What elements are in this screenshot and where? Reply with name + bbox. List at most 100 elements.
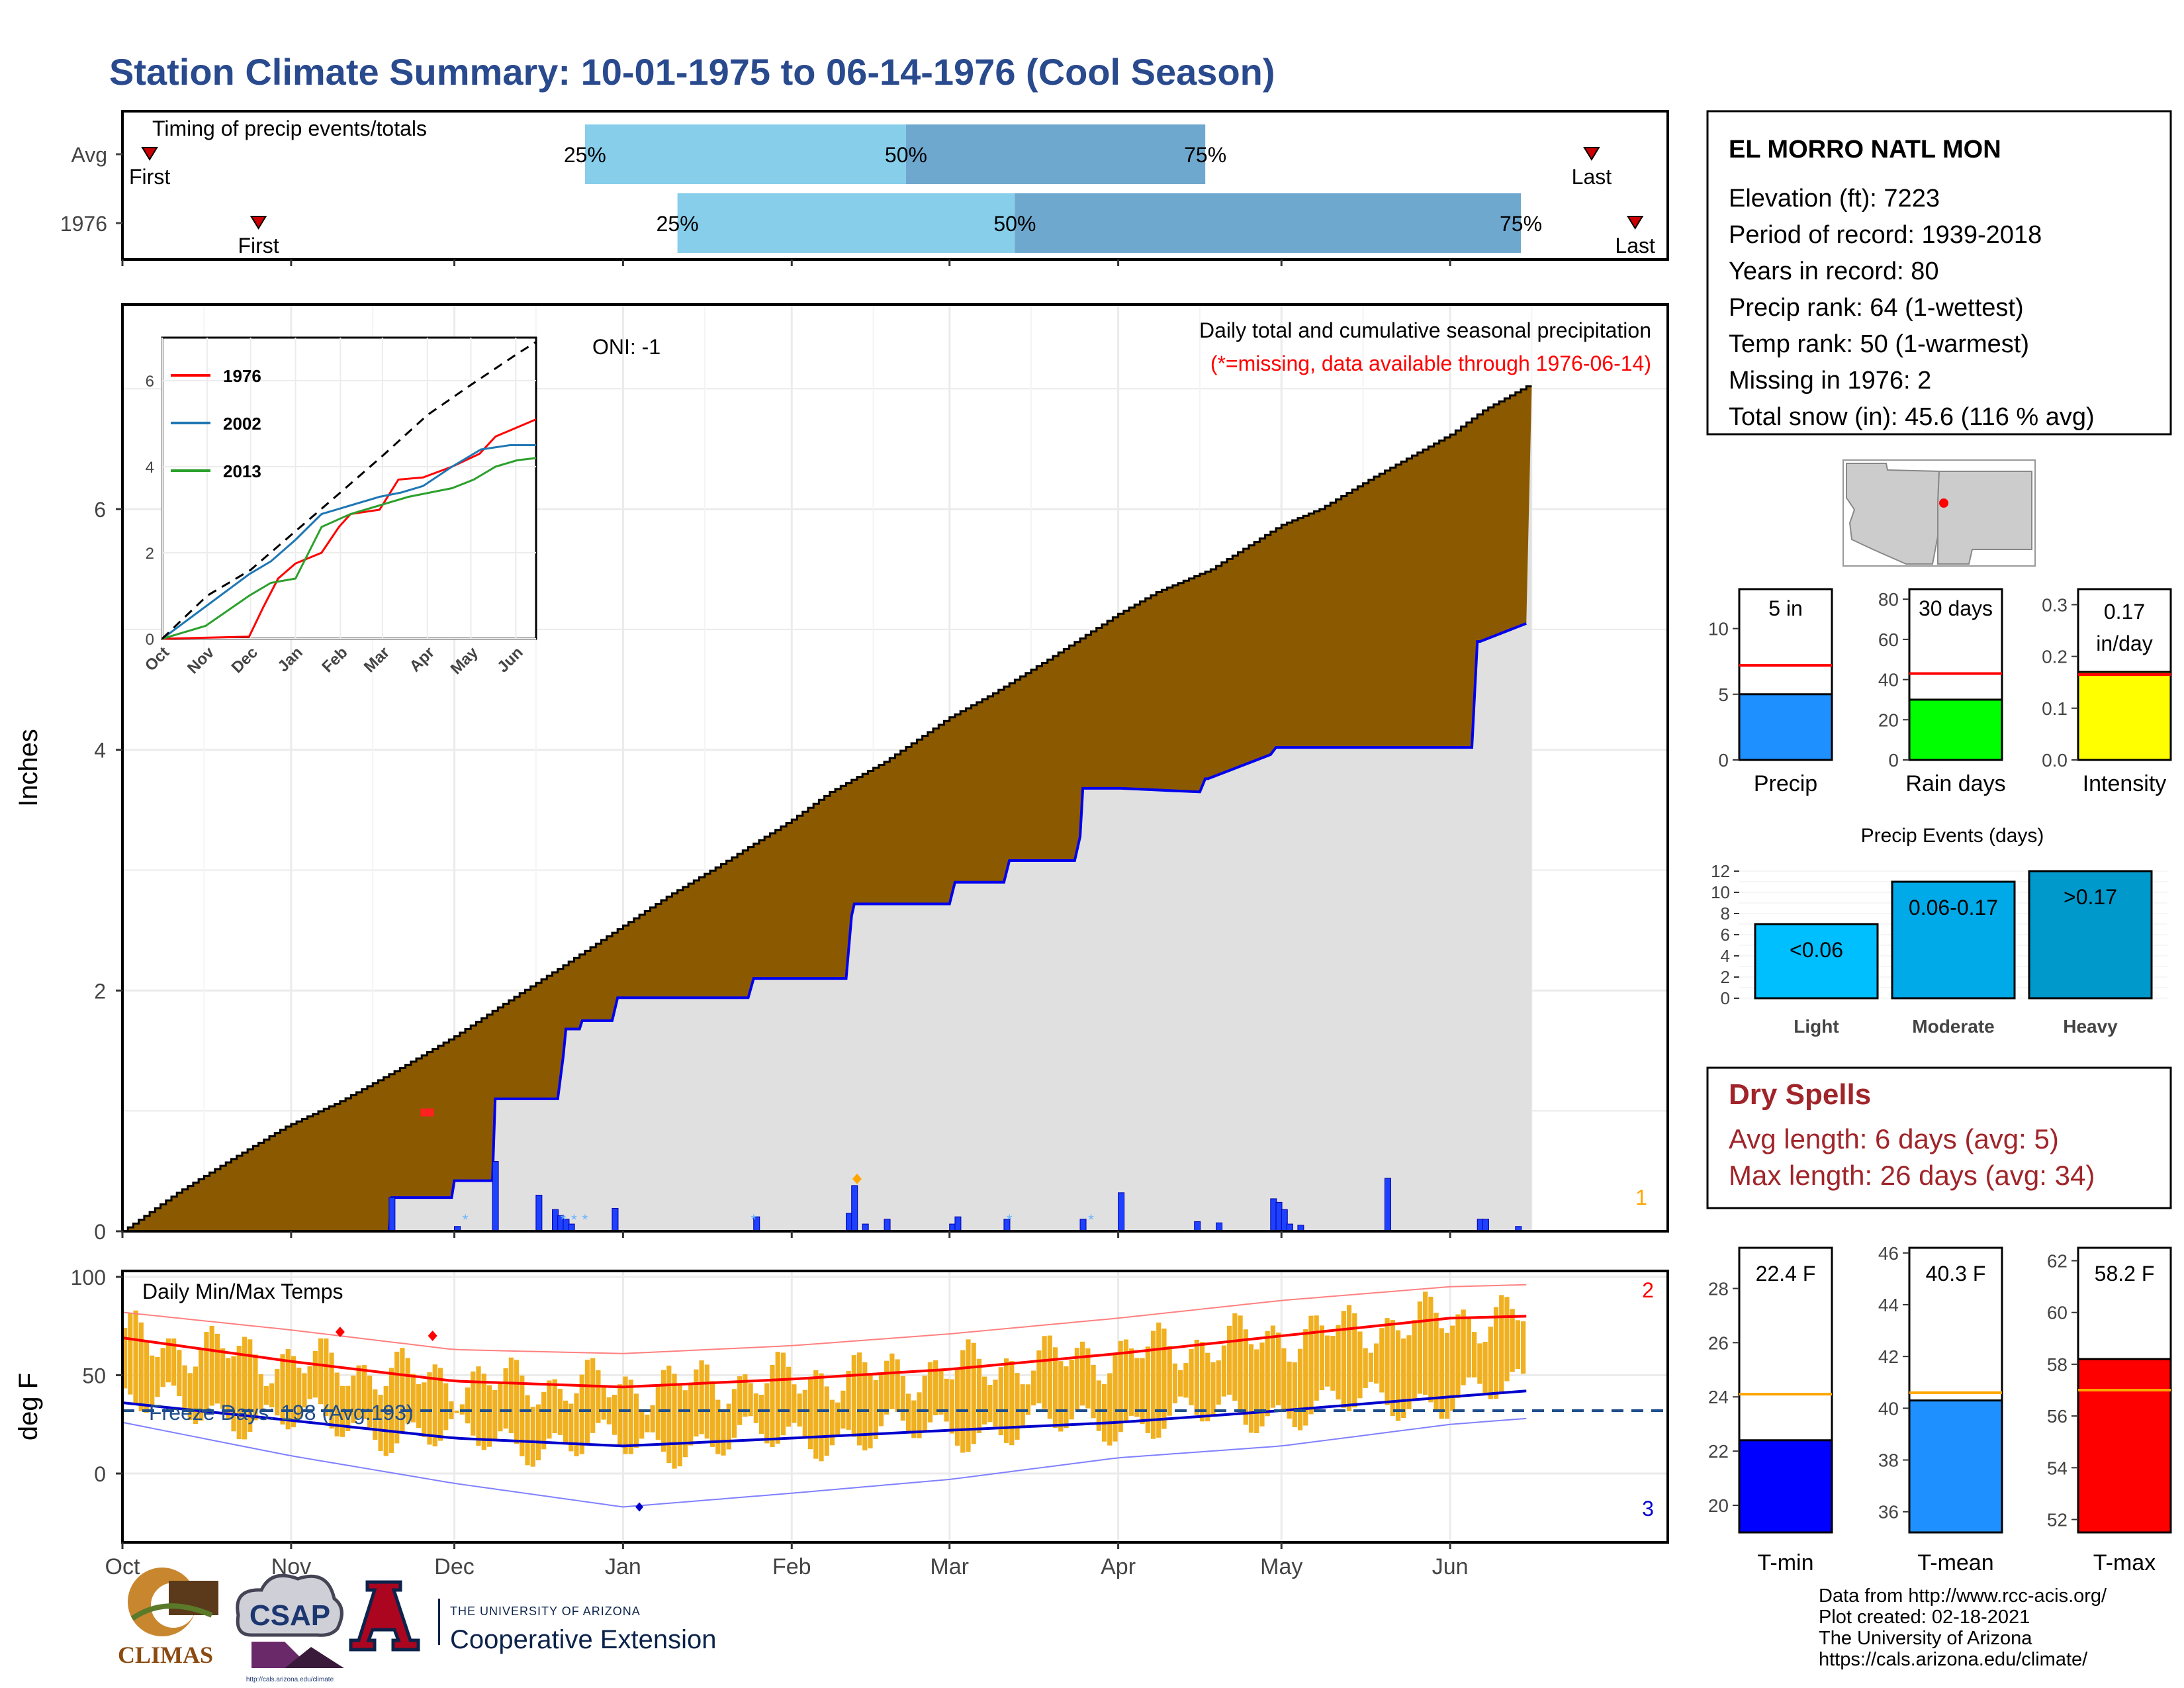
record-high-marker [335, 1327, 345, 1338]
daily-temp-bar [584, 1360, 590, 1446]
daily-temp-bar [1238, 1315, 1243, 1413]
daily-temp-bar [427, 1372, 432, 1445]
arizona-shape [1846, 463, 1940, 565]
daily-temp-bar [552, 1379, 557, 1434]
daily-precip-bar [846, 1213, 853, 1232]
temp-summary-y-tick-label: 28 [1708, 1278, 1729, 1299]
daily-temp-bar [1042, 1336, 1047, 1409]
daily-precip-bar [1079, 1219, 1087, 1232]
month-label: Oct [105, 1554, 140, 1579]
timing-marker [1626, 216, 1644, 230]
daily-temp-bar [846, 1370, 851, 1430]
daily-temp-bar [351, 1376, 356, 1423]
daily-temp-bar [138, 1322, 144, 1412]
events-bar [1754, 923, 1879, 1000]
daily-temp-bar [416, 1383, 422, 1429]
summary-bar [1908, 698, 2003, 761]
daily-temp-bar [383, 1385, 388, 1456]
oni-label: ONI: -1 [592, 335, 660, 359]
daily-temp-bar [715, 1399, 721, 1454]
daily-temp-bar [199, 1349, 204, 1421]
daily-precip-bar [612, 1207, 619, 1232]
timing-marker [250, 216, 267, 230]
daily-temp-bar [285, 1348, 291, 1430]
daily-temp-bar [737, 1376, 743, 1425]
daily-temp-bar [954, 1367, 960, 1446]
daily-temp-bar [291, 1356, 296, 1428]
timing-marker-label: First [129, 165, 170, 189]
climas-logo-text: CLIMAS [118, 1642, 213, 1668]
daily-temp-bar [410, 1374, 416, 1423]
daily-temp-bar [569, 1403, 574, 1452]
daily-temp-bar [694, 1369, 699, 1437]
daily-temp-bar [1064, 1366, 1069, 1429]
station-line: Years in record: 80 [1729, 258, 1939, 285]
daily-temp-bar [248, 1339, 253, 1432]
events-y-tick-label: 6 [1721, 925, 1730, 945]
daily-temp-bar [1015, 1373, 1020, 1440]
daily-temp-bar [1379, 1328, 1385, 1393]
daily-temp-bar [1374, 1343, 1379, 1384]
events-category: Heavy [2063, 1016, 2118, 1037]
precip-summary-bars: 0 5 10 5 in Precip 0 20 40 60 80 30 days Rain days 0… [1708, 588, 2172, 796]
daily-temp-bar [1025, 1384, 1031, 1415]
daily-temp-bar [672, 1374, 677, 1469]
station-line: Period of record: 1939-2018 [1729, 221, 2042, 249]
daily-temp-bar [1510, 1309, 1515, 1372]
inset-series-line [161, 444, 536, 640]
daily-temp-bar [802, 1389, 807, 1437]
daily-temp-bar [884, 1360, 889, 1415]
daily-temp-bar [786, 1366, 792, 1427]
daily-temp-bar [492, 1389, 498, 1439]
daily-temp-bar [1352, 1313, 1357, 1408]
temp-summary-y-tick-label: 24 [1708, 1387, 1729, 1407]
temp-summary-y-tick-label: 38 [1878, 1450, 1899, 1471]
page-title: Station Climate Summary: 10-01-1975 to 0… [109, 51, 1275, 93]
daily-precip-bar [552, 1209, 559, 1232]
daily-temp-bar [280, 1354, 285, 1425]
daily-temp-bar [324, 1338, 329, 1417]
daily-temp-bar [1390, 1320, 1395, 1417]
inset-y-tick-label: 2 [146, 545, 154, 563]
daily-temp-bar [949, 1379, 954, 1434]
precip-y-tick-label: 6 [94, 498, 106, 522]
avg-max-line [122, 1315, 1527, 1389]
timing-marker-label: First [238, 234, 279, 258]
daily-temp-bar [302, 1373, 307, 1408]
daily-temp-bar [753, 1393, 758, 1423]
daily-temp-bar [666, 1366, 672, 1464]
temperature-summary-bars: 20 22 24 26 28 22.4 F T-min 36 38 40 42 44 46 40.3 F T… [1708, 1243, 2172, 1575]
daily-temp-bar [1412, 1320, 1417, 1400]
daily-temp-bar [535, 1404, 541, 1461]
daily-temp-bar [743, 1374, 748, 1417]
daily-temp-bar [905, 1393, 911, 1431]
temp-summary-y-tick-label: 36 [1878, 1502, 1899, 1523]
daily-temp-bar [726, 1403, 731, 1450]
temp-y-tick-label: 50 [82, 1364, 106, 1387]
daily-temp-bar [1210, 1362, 1216, 1415]
daily-temp-bar [835, 1402, 841, 1435]
daily-temp-bar [508, 1357, 514, 1434]
temp-summary-category: T-mean [1917, 1550, 1993, 1575]
record-low-marker [635, 1502, 644, 1512]
daily-temp-bar [356, 1365, 361, 1418]
timing-p75-label: 75% [1184, 143, 1226, 167]
daily-temp-bar [275, 1369, 280, 1416]
daily-temp-bar [1096, 1380, 1101, 1431]
daily-temp-bar [976, 1358, 982, 1433]
daily-temp-bar [895, 1359, 900, 1412]
station-line: Missing in 1976: 2 [1729, 367, 1931, 395]
daily-temp-bar [868, 1375, 873, 1449]
daily-temp-bar [312, 1350, 318, 1398]
summary-bar [2077, 671, 2172, 761]
precip-year-fill [122, 623, 1527, 1231]
temp-summary-bar [1738, 1439, 1833, 1534]
temp-title: Daily Min/Max Temps [142, 1280, 343, 1303]
inset-y-tick-label: 6 [146, 373, 154, 391]
daily-temp-bar [236, 1345, 242, 1440]
daily-precip-bar [1275, 1201, 1283, 1232]
temp-summary-y-tick-label: 58 [2047, 1354, 2068, 1375]
events-y-tick-label: 4 [1721, 946, 1730, 966]
timing-p25-label: 25% [657, 212, 699, 236]
